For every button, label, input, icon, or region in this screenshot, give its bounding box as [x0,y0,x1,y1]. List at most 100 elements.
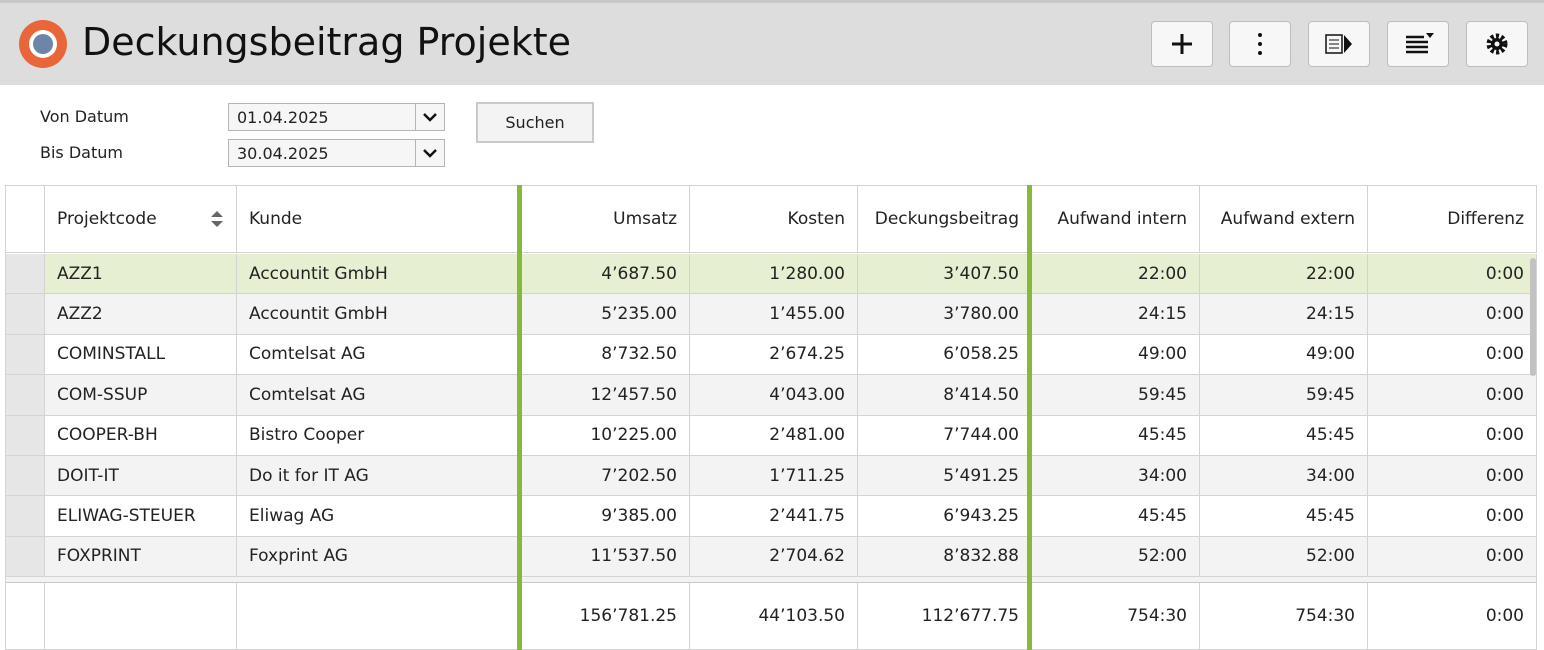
table-cell[interactable]: 2’441.75 [690,496,858,537]
row-selector[interactable] [6,294,45,335]
table-cell[interactable]: Accountit GmbH [237,254,522,295]
table-cell[interactable]: 5’491.25 [858,456,1032,497]
table-cell[interactable]: AZZ2 [45,294,237,335]
table-cell[interactable]: Foxprint AG [237,536,522,578]
table-cell[interactable]: 8’832.88 [858,536,1032,578]
table-cell[interactable]: 7’744.00 [858,415,1032,456]
frozen-separator [517,185,522,650]
column-header[interactable]: Aufwand extern [1200,185,1368,253]
table-cell[interactable]: 52:00 [1032,536,1200,578]
row-selector[interactable] [6,415,45,456]
table-cell[interactable]: 6’943.25 [858,496,1032,537]
table-cell[interactable]: Comtelsat AG [237,375,522,416]
row-selector[interactable] [6,536,45,578]
total-cell: 112’677.75 [858,583,1032,650]
table-cell[interactable]: ELIWAG-STEUER [45,496,237,537]
table-cell[interactable]: DOIT-IT [45,456,237,497]
row-selector[interactable] [6,254,45,295]
scrollbar-thumb[interactable] [1530,258,1536,376]
table-cell[interactable]: 0:00 [1368,415,1537,456]
table-cell[interactable]: 45:45 [1032,496,1200,537]
table-cell[interactable]: 2’674.25 [690,334,858,376]
table-cell[interactable]: 0:00 [1368,294,1537,335]
table-cell[interactable]: 45:45 [1200,415,1368,456]
table-cell[interactable]: COOPER-BH [45,415,237,456]
table-cell[interactable]: 22:00 [1032,254,1200,295]
table-cell[interactable]: 6’058.25 [858,334,1032,376]
column-header[interactable]: Differenz [1368,185,1537,253]
table-cell[interactable]: 49:00 [1032,334,1200,376]
table-cell[interactable]: 34:00 [1200,456,1368,497]
table-cell[interactable]: 3’407.50 [858,254,1032,295]
table-cell[interactable]: 0:00 [1368,496,1537,537]
total-cell: 44’103.50 [690,583,858,650]
table-cell[interactable]: COM-SSUP [45,375,237,416]
table-cell[interactable]: 12’457.50 [522,375,690,416]
table-cell[interactable]: 3’780.00 [858,294,1032,335]
table-cell[interactable]: Do it for IT AG [237,456,522,497]
table-cell[interactable]: 4’043.00 [690,375,858,416]
filter-label: Von Datum [40,107,129,126]
table-cell[interactable]: Bistro Cooper [237,415,522,456]
row-selector[interactable] [6,456,45,497]
footer-cell [45,583,237,650]
table-cell[interactable]: FOXPRINT [45,536,237,578]
table-cell[interactable]: 4’687.50 [522,254,690,295]
settings-button[interactable] [1466,21,1528,67]
table-cell[interactable]: 1’280.00 [690,254,858,295]
table-cell[interactable]: 1’711.25 [690,456,858,497]
date-input[interactable]: 01.04.2025 [228,103,445,131]
sort-icon[interactable] [210,210,224,228]
table-cell[interactable]: 2’481.00 [690,415,858,456]
search-button[interactable]: Suchen [476,102,594,143]
row-selector[interactable] [6,375,45,416]
table-cell[interactable]: 8’414.50 [858,375,1032,416]
column-header[interactable]: Umsatz [522,185,690,253]
row-selector[interactable] [6,496,45,537]
list-menu-button[interactable] [1387,21,1449,67]
table-cell[interactable]: 45:45 [1032,415,1200,456]
table-cell[interactable]: COMINSTALL [45,334,237,376]
table-cell[interactable]: 0:00 [1368,375,1537,416]
table-cell[interactable]: 59:45 [1032,375,1200,416]
table-cell[interactable]: Comtelsat AG [237,334,522,376]
table-cell[interactable]: 52:00 [1200,536,1368,578]
table-cell[interactable]: 0:00 [1368,254,1537,295]
table-cell[interactable]: 11’537.50 [522,536,690,578]
footer-cell [6,583,45,650]
filter-label: Bis Datum [40,143,123,162]
table-cell[interactable]: Accountit GmbH [237,294,522,335]
table-cell[interactable]: 22:00 [1200,254,1368,295]
column-header[interactable]: Kosten [690,185,858,253]
row-selector[interactable] [6,334,45,376]
date-input[interactable]: 30.04.2025 [228,139,445,167]
column-header[interactable]: Deckungsbeitrag [858,185,1032,253]
column-header[interactable]: Kunde [237,185,522,253]
table-cell[interactable]: AZZ1 [45,254,237,295]
table-cell[interactable]: 0:00 [1368,456,1537,497]
add-button[interactable] [1151,21,1213,67]
table-cell[interactable]: 45:45 [1200,496,1368,537]
partial-row [6,577,1537,584]
table-cell[interactable]: 0:00 [1368,536,1537,578]
table-cell[interactable]: 59:45 [1200,375,1368,416]
table-cell[interactable]: 24:15 [1032,294,1200,335]
table-cell[interactable]: Eliwag AG [237,496,522,537]
column-header[interactable]: Aufwand intern [1032,185,1200,253]
table-cell[interactable]: 2’704.62 [690,536,858,578]
dropdown-arrow[interactable] [415,140,444,166]
table-cell[interactable]: 9’385.00 [522,496,690,537]
table-cell[interactable]: 0:00 [1368,334,1537,376]
table-cell[interactable]: 7’202.50 [522,456,690,497]
table-cell[interactable]: 49:00 [1200,334,1368,376]
panel-button[interactable] [1308,21,1370,67]
more-button[interactable] [1229,21,1291,67]
column-header[interactable]: Projektcode [45,185,237,253]
table-cell[interactable]: 24:15 [1200,294,1368,335]
table-cell[interactable]: 5’235.00 [522,294,690,335]
table-cell[interactable]: 10’225.00 [522,415,690,456]
table-cell[interactable]: 1’455.00 [690,294,858,335]
table-cell[interactable]: 8’732.50 [522,334,690,376]
table-cell[interactable]: 34:00 [1032,456,1200,497]
dropdown-arrow[interactable] [415,104,444,130]
